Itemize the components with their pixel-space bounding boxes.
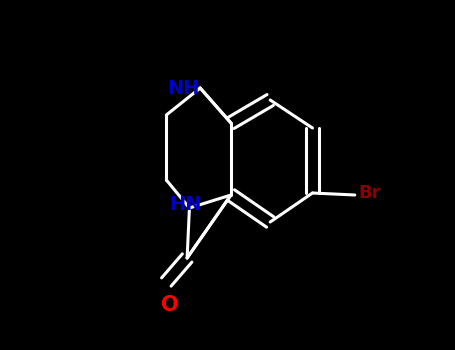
Text: Br: Br xyxy=(359,184,381,202)
Text: O: O xyxy=(161,295,178,315)
Text: HN: HN xyxy=(169,196,202,215)
Text: NH: NH xyxy=(168,78,200,98)
